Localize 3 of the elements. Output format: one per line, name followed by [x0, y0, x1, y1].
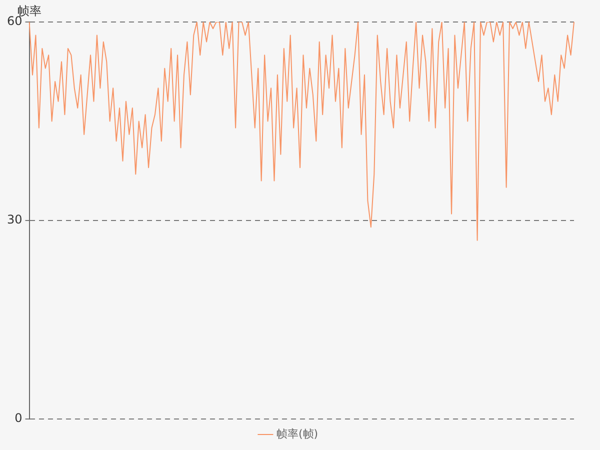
y-tick-label: 0: [14, 411, 22, 426]
y-tick-label: 30: [6, 212, 22, 227]
legend-label: 帧率(帧): [276, 427, 318, 440]
